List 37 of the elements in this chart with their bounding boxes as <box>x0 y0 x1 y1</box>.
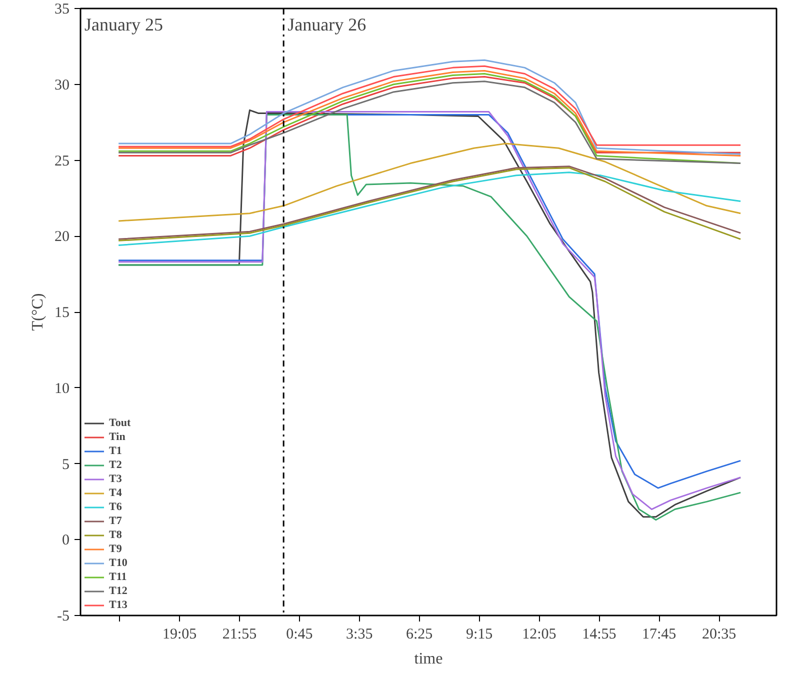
legend-label: T12 <box>109 585 128 597</box>
x-tick-label: 14:55 <box>582 626 616 642</box>
legend-label: T6 <box>109 501 123 513</box>
legend-label: Tout <box>109 417 131 429</box>
x-tick-label: 19:05 <box>162 626 197 642</box>
legend-label: T7 <box>109 515 123 527</box>
legend-label: T11 <box>109 571 128 583</box>
legend-label: T13 <box>109 599 128 611</box>
y-tick-label: 20 <box>54 229 70 246</box>
x-tick-label: 3:35 <box>346 626 373 642</box>
x-axis-title: time <box>414 650 443 668</box>
x-tick-label: 21:55 <box>222 626 257 642</box>
legend-label: T1 <box>109 445 123 457</box>
annotation: January 26 <box>288 14 366 34</box>
y-tick-label: 35 <box>54 2 70 18</box>
y-tick-label: 0 <box>62 532 70 549</box>
legend-label: T9 <box>109 543 123 555</box>
y-tick-label: 10 <box>54 380 70 397</box>
y-tick-label: 5 <box>62 456 70 473</box>
x-tick-label: 0:45 <box>286 626 313 642</box>
x-tick-label: 20:35 <box>702 626 736 642</box>
y-tick-label: 15 <box>54 305 70 321</box>
x-tick-label: 17:45 <box>642 626 676 642</box>
legend-label: T4 <box>109 487 123 499</box>
x-tick-label: 6:25 <box>406 626 433 642</box>
annotation: January 25 <box>84 14 163 34</box>
x-tick-label: 9:15 <box>466 626 493 642</box>
y-axis-title: T(°C) <box>30 293 46 331</box>
legend-label: T8 <box>109 529 123 541</box>
x-tick-label: 12:05 <box>522 626 556 642</box>
legend-label: Tin <box>109 431 126 443</box>
legend-label: T10 <box>109 557 128 569</box>
legend-label: T3 <box>109 473 123 485</box>
y-tick-label: 30 <box>54 77 70 94</box>
y-tick-label: -5 <box>57 608 70 624</box>
y-tick-label: 25 <box>54 153 70 170</box>
legend-label: T2 <box>109 459 123 471</box>
